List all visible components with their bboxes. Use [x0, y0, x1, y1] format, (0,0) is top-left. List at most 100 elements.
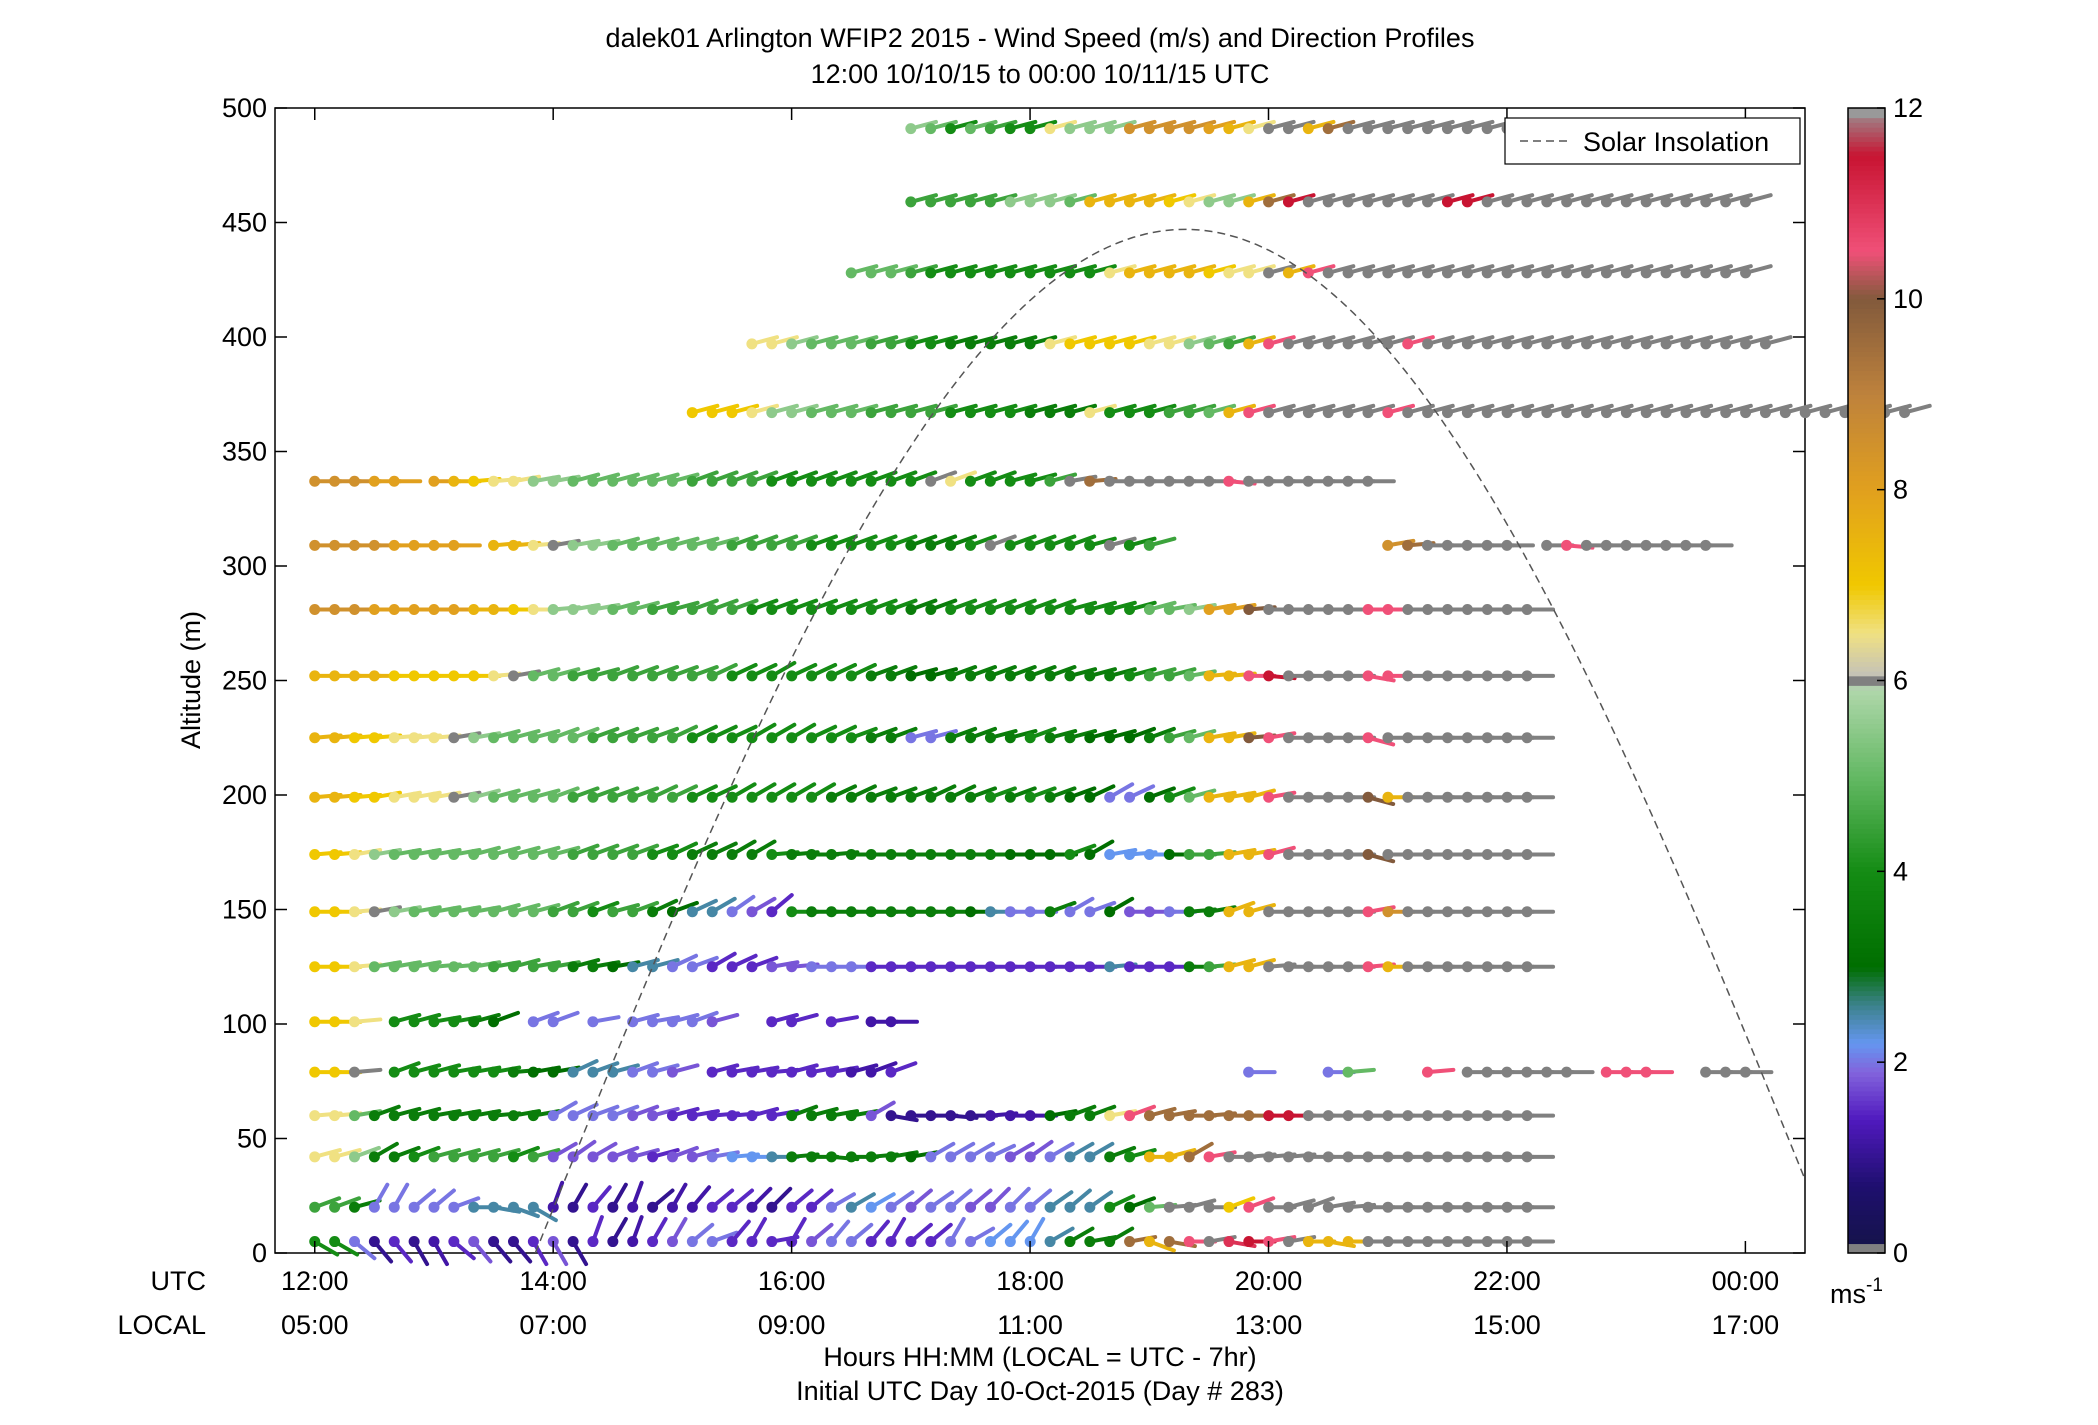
plot-area	[274, 107, 1806, 1254]
profile-367m	[686, 403, 1932, 419]
wind-barb	[1302, 264, 1336, 279]
wind-barb	[1362, 849, 1396, 864]
wind-barb	[1223, 900, 1256, 918]
wind-barb	[1362, 475, 1396, 487]
wind-barb	[885, 598, 918, 616]
profile-225m	[309, 722, 1556, 747]
wind-barb	[825, 1192, 856, 1213]
wind-barb	[627, 1215, 644, 1248]
wind-barb	[627, 1061, 660, 1078]
wind-barb	[1143, 335, 1177, 350]
wind-barb	[706, 951, 737, 973]
wind-barb	[905, 335, 938, 350]
colorbar-unit-exp: -1	[1866, 1275, 1883, 1296]
x-axis-label: Hours HH:MM (LOCAL = UTC - 7hr)	[823, 1342, 1256, 1372]
wind-barb	[1104, 1194, 1136, 1213]
wind-barb	[984, 665, 1017, 682]
wind-barb	[1700, 264, 1733, 279]
wind-barb	[825, 724, 858, 744]
wind-barb	[845, 784, 877, 803]
wind-barb	[408, 1106, 442, 1122]
wind-barb	[627, 536, 660, 551]
wind-barb	[686, 898, 718, 918]
wind-barb	[647, 1188, 675, 1213]
wind-barb	[1660, 264, 1694, 279]
wind-barb	[1104, 600, 1137, 616]
wind-barb	[925, 667, 958, 682]
wind-barb	[1521, 961, 1556, 973]
wind-barb	[1203, 335, 1237, 350]
wind-barb	[825, 784, 858, 803]
wind-barb	[1124, 784, 1156, 803]
wind-barb	[766, 782, 797, 803]
wind-barb	[964, 193, 998, 208]
wind-barb	[388, 1012, 422, 1028]
wind-barb	[607, 903, 640, 918]
wind-barb	[647, 784, 679, 803]
wind-barb	[766, 1012, 799, 1028]
wind-barb	[666, 1063, 700, 1078]
wind-barb	[1720, 403, 1753, 419]
wind-barb	[1004, 665, 1037, 682]
y-tick-label: 500	[222, 93, 267, 123]
profile-149m	[309, 893, 1556, 918]
wind-barb	[786, 782, 817, 803]
wind-barb	[945, 403, 978, 419]
wind-barb	[1640, 1066, 1675, 1078]
wind-barb	[1004, 472, 1038, 487]
wind-barb	[488, 1148, 521, 1163]
wind-barb	[726, 470, 759, 487]
wind-barb	[1720, 335, 1753, 350]
wind-barb	[527, 1236, 549, 1267]
wind-barb	[488, 788, 521, 803]
wind-barb	[686, 598, 719, 616]
wind-barb	[1024, 403, 1058, 419]
wind-barb	[1104, 1145, 1137, 1163]
wind-barb	[1084, 193, 1117, 208]
wind-barb	[666, 953, 699, 973]
wind-barb	[786, 403, 819, 419]
wind-barb	[1441, 403, 1475, 419]
wind-barb	[1561, 193, 1594, 208]
wind-barb	[1084, 784, 1116, 803]
wind-barb	[448, 539, 482, 551]
wind-barb	[1163, 193, 1197, 208]
wind-barb	[1064, 600, 1098, 616]
wind-barb	[607, 1217, 628, 1248]
wind-barb	[945, 726, 978, 744]
wind-barb	[627, 600, 660, 616]
x-tick-label-local: 11:00	[997, 1310, 1063, 1340]
profile-252m	[309, 660, 1556, 683]
x-tick-label-local: 05:00	[281, 1310, 349, 1340]
wind-barb	[1104, 729, 1137, 744]
profile-101m	[309, 1010, 919, 1028]
wind-barb	[647, 600, 680, 616]
profile-42m	[309, 1139, 1556, 1163]
wind-barb	[786, 1104, 819, 1122]
wind-barb	[1143, 600, 1177, 616]
wind-barb	[786, 1012, 819, 1028]
wind-barb	[905, 729, 939, 744]
wind-barb	[746, 839, 777, 861]
wind-barb	[1183, 264, 1217, 279]
wind-barb	[527, 1201, 558, 1223]
wind-barb	[1779, 403, 1813, 419]
wind-barb	[1541, 335, 1574, 350]
wind-barb	[1501, 403, 1535, 419]
wind-barb	[388, 1061, 421, 1078]
wind-barb	[1521, 732, 1556, 744]
wind-barb	[587, 1141, 618, 1163]
wind-barb	[428, 1236, 449, 1267]
wind-barb	[666, 1145, 699, 1163]
wind-barb	[587, 472, 621, 487]
wind-barb	[567, 472, 601, 487]
profile-309m	[309, 534, 1734, 551]
colorbar-tick-label: 12	[1893, 93, 1923, 123]
profile-174m	[309, 839, 1556, 864]
wind-barb	[1124, 1104, 1157, 1122]
wind-barb	[388, 1236, 413, 1264]
wind-barb	[1342, 193, 1376, 208]
wind-barb	[885, 264, 919, 279]
wind-barb	[905, 786, 938, 803]
wind-barb	[1302, 335, 1336, 350]
